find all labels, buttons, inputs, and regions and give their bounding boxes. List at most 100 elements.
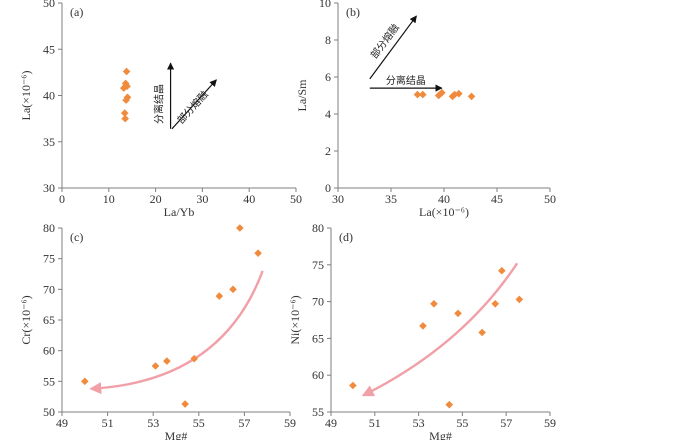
data-point <box>120 109 129 117</box>
y-tick-label: 30 <box>43 181 55 195</box>
x-axis-title: La(×10⁻⁶) <box>419 205 469 219</box>
x-tick-label: 55 <box>456 416 468 430</box>
y-tick-label: 55 <box>43 374 55 388</box>
data-point <box>190 354 199 363</box>
data-point <box>163 357 171 365</box>
data-point <box>151 362 160 370</box>
process-arrow-label: 分离结晶 <box>153 84 166 124</box>
data-point <box>236 224 244 232</box>
data-point <box>419 322 427 330</box>
x-tick-label: 35 <box>385 192 397 206</box>
y-tick-label: 35 <box>43 135 55 149</box>
y-tick-label: 8 <box>325 33 331 47</box>
y-tick-label: 65 <box>312 331 324 345</box>
y-tick-label: 80 <box>43 221 55 235</box>
data-point <box>122 96 130 104</box>
data-point <box>254 249 262 257</box>
y-tick-label: 2 <box>325 144 331 158</box>
x-tick-label: 49 <box>56 416 68 430</box>
process-arrow-label: 部分熔融 <box>174 88 211 126</box>
data-point <box>515 295 524 304</box>
y-tick-label: 80 <box>312 221 324 235</box>
y-tick-label: 0 <box>325 181 331 195</box>
x-tick-label: 50 <box>544 192 556 206</box>
data-point <box>229 285 237 294</box>
x-tick-label: 53 <box>413 416 425 430</box>
data-point <box>81 377 89 386</box>
x-tick-label: 57 <box>500 416 512 430</box>
x-axis-title: Mg# <box>429 429 452 440</box>
process-arrow-label: 部分熔融 <box>368 21 402 61</box>
panel-b: 30 35 40 45 50 0 2 4 6 8 10 La(×10⁻⁶) La/Sm (b) 部分熔融分离… <box>295 0 556 219</box>
x-tick-label: 40 <box>438 192 450 206</box>
data-point <box>454 309 462 318</box>
x-tick-label: 57 <box>238 416 250 430</box>
data-point <box>438 88 446 97</box>
y-tick-label: 75 <box>43 252 55 266</box>
y-tick-label: 50 <box>43 405 55 419</box>
process-arrow <box>369 15 417 80</box>
y-tick-label: 40 <box>43 89 55 103</box>
y-tick-label: 75 <box>312 258 324 272</box>
x-tick-label: 59 <box>284 416 296 430</box>
data-point <box>445 400 454 409</box>
y-tick-label: 55 <box>312 405 324 419</box>
y-tick-label: 10 <box>319 0 331 10</box>
x-tick-label: 45 <box>491 192 503 206</box>
process-arrow <box>171 79 217 130</box>
data-point <box>123 82 131 91</box>
data-point <box>121 114 129 123</box>
y-tick-label: 60 <box>43 344 55 358</box>
x-tick-label: 50 <box>290 192 302 206</box>
x-axis-title: Mg# <box>165 429 188 440</box>
y-tick-label: 65 <box>43 313 55 327</box>
trend-arrow <box>89 270 264 395</box>
x-tick-label: 51 <box>369 416 381 430</box>
panel-label: (b) <box>346 5 360 19</box>
y-tick-label: 60 <box>312 368 324 382</box>
x-tick-label: 30 <box>332 192 344 206</box>
y-axis-title: La(×10⁻⁶) <box>19 71 33 121</box>
panel-label: (a) <box>70 5 83 19</box>
data-point <box>498 266 506 275</box>
y-tick-label: 45 <box>43 42 55 56</box>
trend-arrow <box>361 262 519 397</box>
x-tick-label: 59 <box>544 416 556 430</box>
x-tick-label: 0 <box>59 192 65 206</box>
data-point <box>455 89 463 98</box>
x-tick-label: 53 <box>147 416 159 430</box>
y-tick-label: 6 <box>325 70 331 84</box>
y-axis-title: La/Sm <box>295 79 309 112</box>
y-tick-label: 70 <box>43 282 55 296</box>
x-tick-label: 20 <box>150 192 162 206</box>
data-point <box>349 381 357 390</box>
y-axis-title: Cr(×10⁻⁶) <box>19 295 33 344</box>
x-tick-label: 51 <box>102 416 114 430</box>
y-tick-label: 70 <box>312 295 324 309</box>
x-tick-label: 10 <box>103 192 115 206</box>
panel-d: 49 51 53 55 57 59 55 60 65 70 75 80 Mg# Ni(×10⁻⁶) (d) <box>288 221 556 440</box>
data-point <box>491 300 500 308</box>
data-point <box>419 90 427 99</box>
data-point <box>215 292 224 300</box>
data-point <box>413 90 422 99</box>
panel-label: (d) <box>339 230 353 244</box>
x-tick-label: 55 <box>193 416 205 430</box>
x-tick-label: 40 <box>243 192 255 206</box>
x-axis-title: La/Yb <box>164 205 195 219</box>
y-axis-title: Ni(×10⁻⁶) <box>288 295 302 344</box>
panel-a: 0 10 20 30 40 50 30 35 40 45 50 La/Yb La(×10⁻⁶) (a) 分离… <box>19 0 302 219</box>
x-tick-label: 49 <box>325 416 337 430</box>
data-point <box>181 400 189 408</box>
data-point <box>478 328 486 337</box>
panel-label: (c) <box>70 230 83 244</box>
data-point <box>430 300 438 308</box>
process-arrow-label: 分离结晶 <box>386 74 426 87</box>
x-tick-label: 30 <box>196 192 208 206</box>
data-point <box>467 92 476 101</box>
data-point <box>122 67 131 76</box>
y-tick-label: 4 <box>325 107 331 121</box>
panel-c: 49 51 53 55 57 59 50 55 60 65 70 75 80 Mg# Cr(×10⁻⁶) (c… <box>19 221 296 440</box>
y-tick-label: 50 <box>43 0 55 10</box>
